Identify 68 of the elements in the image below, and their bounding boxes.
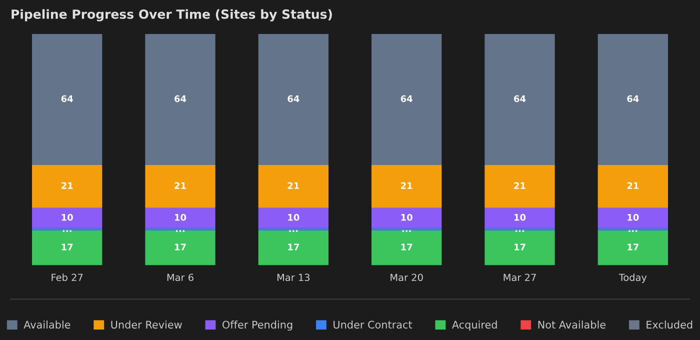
data-label: ...: [62, 230, 72, 232]
data-label: 21: [627, 182, 639, 189]
x-tick-label: Mar 20: [390, 274, 423, 282]
bar: [372, 164, 442, 208]
data-label: 64: [288, 95, 300, 102]
data-label: 10: [288, 214, 300, 221]
data-label: 64: [514, 95, 526, 102]
bar: [484, 34, 555, 165]
data-label: 21: [62, 182, 73, 189]
legend-label: Excluded: [646, 320, 692, 329]
x-tick-label: Mar 27: [504, 274, 536, 282]
data-label: ...: [289, 230, 298, 232]
data-label: 10: [514, 214, 526, 221]
data-label: 10: [401, 214, 412, 221]
data-label: ...: [402, 230, 411, 232]
bar: [32, 208, 102, 228]
bar: [32, 230, 102, 266]
bar: [258, 164, 328, 208]
chart-title: Pipeline Progress Over Time (Sites by Status): [12, 9, 332, 22]
bar: [145, 208, 216, 228]
x-tick-label: Feb 27: [52, 274, 83, 282]
data-label: 17: [174, 244, 186, 250]
bar: [484, 208, 555, 228]
legend-label: Acquired: [452, 320, 497, 331]
data-label: 21: [401, 182, 412, 189]
bar: [32, 34, 102, 165]
data-label: 17: [288, 244, 299, 250]
data-label: 10: [62, 214, 73, 221]
data-label: ...: [176, 230, 184, 232]
legend-label: Not Available: [538, 320, 606, 329]
data-label: 17: [62, 244, 73, 250]
data-label: ...: [516, 230, 524, 232]
data-label: 10: [628, 214, 639, 221]
data-label: 21: [174, 182, 186, 189]
data-label: 21: [514, 182, 526, 189]
bar: [145, 230, 216, 266]
bar: [598, 208, 668, 228]
bar: [372, 230, 442, 266]
data-label: 17: [628, 244, 638, 250]
bar: [598, 164, 668, 208]
data-label: 17: [401, 244, 412, 250]
legend-label: Under Review: [111, 320, 182, 329]
bar: [598, 34, 668, 165]
bar: [484, 164, 555, 208]
bar: [372, 208, 442, 228]
bar: [145, 164, 216, 208]
bar: [258, 208, 328, 228]
data-label: 64: [627, 95, 639, 102]
data-label: 64: [400, 95, 412, 102]
x-tick-label: Today: [618, 274, 647, 283]
legend-label: Under Contract: [334, 320, 412, 329]
legend-label: Offer Pending: [222, 320, 292, 331]
bar: [598, 230, 668, 266]
x-tick-label: Mar 13: [277, 274, 310, 282]
x-tick-label: Mar 6: [167, 274, 194, 282]
data-label: 64: [61, 95, 73, 102]
bar: [145, 34, 216, 165]
bar: [32, 164, 102, 208]
bar: [258, 34, 328, 165]
data-label: 64: [174, 95, 186, 102]
bar: [372, 34, 442, 165]
data-label: ...: [628, 230, 638, 232]
data-label: 21: [288, 182, 300, 189]
data-label: 17: [514, 244, 526, 250]
bar: [484, 230, 555, 266]
data-label: 10: [174, 214, 186, 221]
bar: [258, 230, 328, 266]
legend-label: Available: [24, 320, 70, 329]
